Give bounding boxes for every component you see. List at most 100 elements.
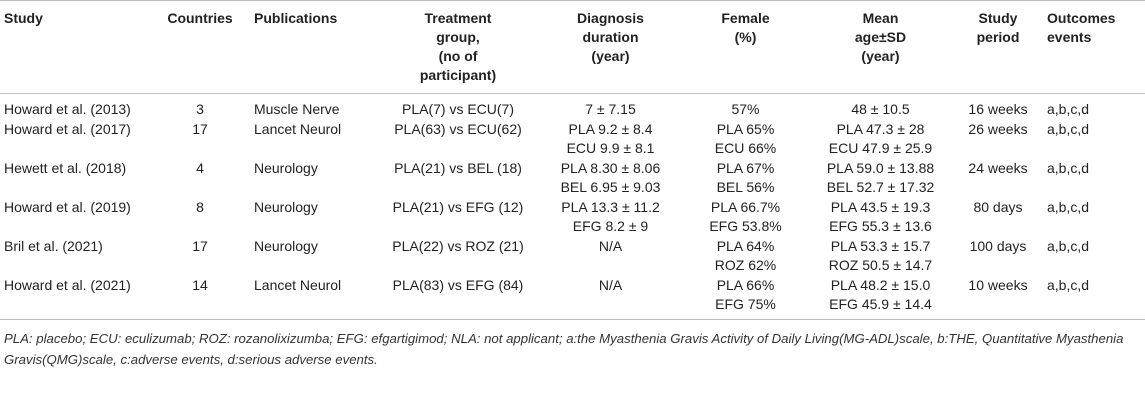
cell-age-line: PLA 43.5 ± 19.3: [830, 198, 931, 215]
cell-female: PLA 66% EFG 75%: [683, 275, 808, 320]
table-row: Howard et al. (2021) 14 Lancet Neurol PLA(8…: [0, 275, 1145, 320]
header-period: Study period: [953, 0, 1043, 94]
table-row: Howard et al. (2017) 17 Lancet Neurol PLA(6…: [0, 120, 1145, 159]
cell-female: PLA 64% ROZ 62%: [683, 237, 808, 276]
table-body: Howard et al. (2013) 3 Muscle Nerve PLA(7) …: [0, 94, 1145, 320]
cell-outcomes: a,b,c,d: [1043, 275, 1145, 320]
cell-treatment: PLA(83) vs EFG (84): [378, 275, 538, 320]
cell-study: Howard et al. (2019): [4, 198, 131, 215]
cell-treatment: PLA(22) vs ROZ (21): [392, 237, 524, 254]
cell-countries: 3: [196, 101, 204, 117]
cell-female: PLA 65% ECU 66%: [683, 120, 808, 159]
cell-duration-line: PLA 9.2 ± 8.4: [568, 120, 653, 137]
cell-age-line: EFG 55.3 ± 13.6: [829, 218, 932, 234]
header-study: Study: [0, 0, 150, 94]
cell-duration: N/A: [538, 275, 683, 320]
cell-age-line: ROZ 50.5 ± 14.7: [828, 257, 933, 273]
cell-study: Bril et al. (2021): [4, 237, 103, 254]
cell-countries: 8: [196, 198, 204, 215]
cell-age-line: BEL 52.7 ± 17.32: [826, 179, 935, 195]
header-female: Female (%): [683, 0, 808, 94]
header-row: Study Countries Publications Treatment grou…: [0, 0, 1145, 94]
cell-outcomes: a,b,c,d: [1047, 198, 1090, 215]
cell-female: 57%: [683, 94, 808, 120]
header-duration: Diagnosis duration (year): [538, 0, 683, 94]
table-row: Howard et al. (2019) 8 Neurology PLA(21) vs…: [0, 198, 1145, 237]
cell-countries: 17: [192, 237, 208, 254]
table-row: Bril et al. (2021) 17 Neurology PLA(22) vs …: [0, 237, 1145, 276]
table-row: Hewett et al. (2018) 4 Neurology PLA(21) vs…: [0, 159, 1145, 198]
cell-female-line: PLA 66.7%: [710, 198, 781, 215]
cell-study: Howard et al. (2013): [4, 101, 131, 117]
cell-age-line: ECU 47.9 ± 25.9: [828, 140, 933, 156]
cell-publications: Neurology: [254, 159, 318, 176]
cell-duration: PLA 13.3 ± 11.2 EFG 8.2 ± 9: [538, 198, 683, 237]
header-age: Mean age±SD (year): [808, 0, 953, 94]
study-characteristics-table: Study Countries Publications Treatment grou…: [0, 0, 1145, 320]
header-countries: Countries: [150, 0, 250, 94]
cell-publications: Lancet Neurol: [254, 120, 342, 137]
cell-age: PLA 59.0 ± 13.88 BEL 52.7 ± 17.32: [808, 159, 953, 198]
cell-age: PLA 48.2 ± 15.0 EFG 45.9 ± 14.4: [808, 275, 953, 320]
cell-period: 16 weeks: [968, 101, 1028, 117]
cell-duration: 7 ± 7.15: [538, 94, 683, 120]
cell-age-line: PLA 59.0 ± 13.88: [826, 159, 935, 176]
cell-female-line: BEL 56%: [716, 179, 775, 195]
cell-duration-line: EFG 8.2 ± 9: [572, 218, 649, 234]
cell-duration: PLA 8.30 ± 8.06 BEL 6.95 ± 9.03: [538, 159, 683, 198]
cell-publications: Neurology: [254, 198, 318, 215]
cell-female-line: EFG 75%: [715, 296, 776, 312]
cell-female: PLA 66.7% EFG 53.8%: [683, 198, 808, 237]
cell-period: 10 weeks: [953, 275, 1043, 320]
cell-female-line: PLA 64%: [716, 237, 775, 254]
cell-countries: 17: [192, 120, 208, 137]
cell-duration: N/A: [538, 237, 683, 276]
cell-duration-line: PLA 13.3 ± 11.2: [561, 198, 660, 215]
cell-female-line: PLA 65%: [716, 120, 775, 137]
cell-treatment: PLA(63) vs ECU(62): [394, 120, 522, 137]
cell-age-line: PLA 53.3 ± 15.7: [830, 237, 931, 254]
cell-female-line: 57%: [731, 101, 760, 117]
cell-female-line: EFG 53.8%: [709, 218, 782, 234]
cell-outcomes: a,b,c,d: [1047, 120, 1090, 137]
cell-countries: 4: [196, 159, 204, 176]
cell-female-line: PLA 67%: [716, 159, 775, 176]
cell-period: 100 days: [969, 237, 1027, 254]
cell-outcomes: a,b,c,d: [1047, 101, 1090, 117]
cell-period: 26 weeks: [968, 120, 1028, 137]
cell-age-line: PLA 47.3 ± 28: [836, 120, 925, 137]
header-publications: Publications: [250, 0, 378, 94]
cell-age: PLA 43.5 ± 19.3 EFG 55.3 ± 13.6: [808, 198, 953, 237]
cell-duration-line: N/A: [598, 237, 623, 254]
cell-age: PLA 53.3 ± 15.7 ROZ 50.5 ± 14.7: [808, 237, 953, 276]
cell-publications: Neurology: [254, 237, 318, 254]
cell-outcomes: a,b,c,d: [1047, 237, 1090, 254]
cell-treatment: PLA(21) vs EFG (12): [392, 198, 524, 215]
table-footnote: PLA: placebo; ECU: eculizumab; ROZ: roza…: [4, 330, 1124, 367]
table-row: Howard et al. (2013) 3 Muscle Nerve PLA(7) …: [0, 94, 1145, 120]
cell-age-line: 48 ± 10.5: [851, 101, 910, 117]
cell-study: Hewett et al. (2018): [4, 159, 127, 176]
cell-duration: PLA 9.2 ± 8.4 ECU 9.9 ± 8.1: [538, 120, 683, 159]
cell-publications: Muscle Nerve: [254, 101, 340, 117]
header-treatment: Treatment group, (no of participant): [378, 0, 538, 94]
cell-treatment: PLA(7) vs ECU(7): [401, 101, 515, 117]
cell-age-line: EFG 45.9 ± 14.4: [829, 296, 932, 312]
cell-duration-line: 7 ± 7.15: [585, 101, 636, 117]
cell-period: 80 days: [973, 198, 1023, 215]
cell-study: Howard et al. (2017): [4, 120, 131, 137]
cell-female-line: ECU 66%: [714, 140, 777, 156]
cell-duration-line: BEL 6.95 ± 9.03: [560, 179, 661, 195]
cell-female: PLA 67% BEL 56%: [683, 159, 808, 198]
cell-outcomes: a,b,c,d: [1047, 159, 1090, 176]
cell-period: 24 weeks: [968, 159, 1028, 176]
cell-duration-line: N/A: [598, 276, 623, 293]
cell-duration-line: ECU 9.9 ± 8.1: [566, 140, 655, 156]
cell-duration-line: PLA 8.30 ± 8.06: [560, 159, 661, 176]
cell-study: Howard et al. (2021): [0, 275, 150, 320]
header-outcomes: Outcomes events: [1043, 0, 1145, 94]
cell-age-line: PLA 48.2 ± 15.0: [830, 276, 931, 293]
cell-female-line: ROZ 62%: [714, 257, 777, 273]
cell-countries: 14: [150, 275, 250, 320]
cell-female-line: PLA 66%: [716, 276, 775, 293]
